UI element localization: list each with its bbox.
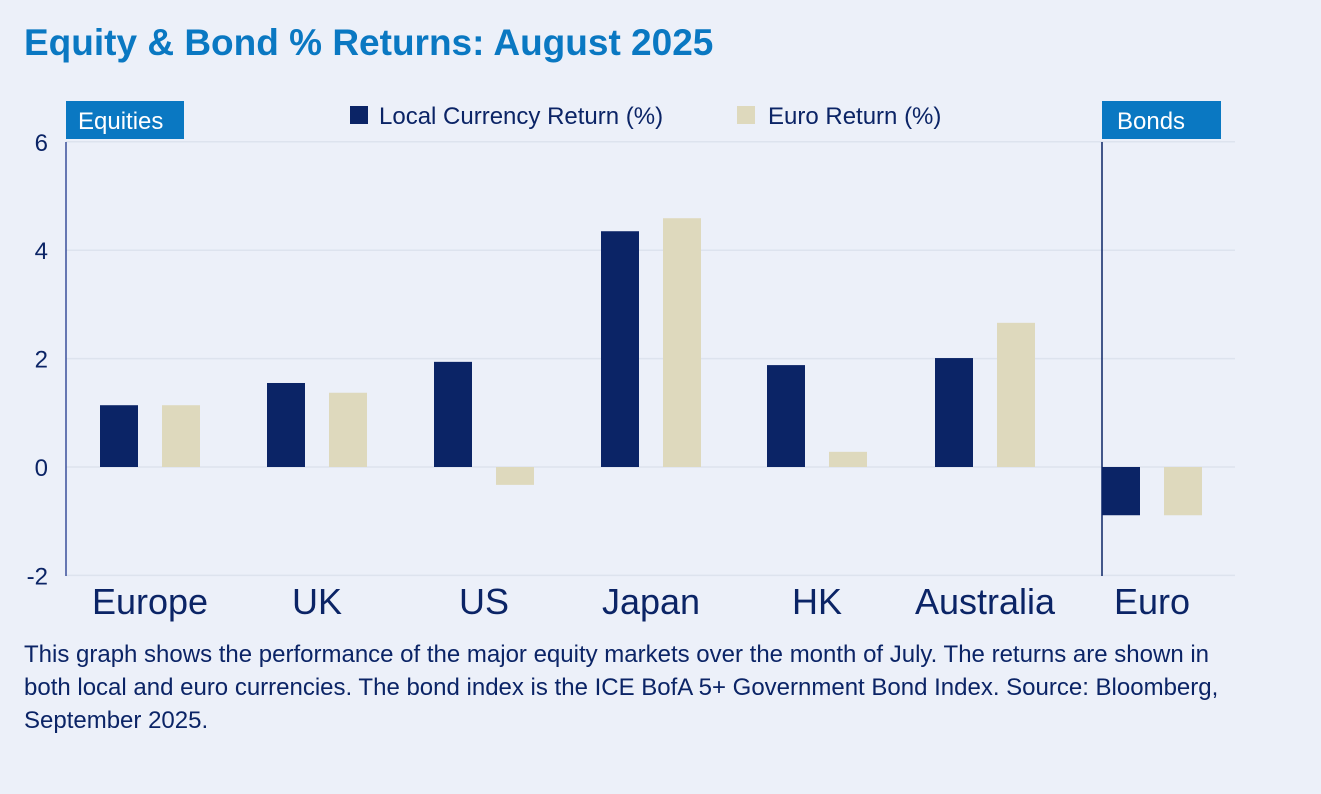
bar-local-us (434, 361, 472, 467)
bar-euro-japan (663, 218, 701, 467)
legend-swatch-local (350, 106, 368, 124)
bonds-tag-label: Bonds (1117, 108, 1185, 135)
bar-local-japan (601, 231, 639, 467)
legend-label-euro: Euro Return (%) (768, 103, 941, 130)
y-tick-label: 0 (35, 455, 48, 482)
x-tick-label: Australia (915, 581, 1056, 622)
bar-euro-us (496, 467, 534, 485)
bar-euro-hk (829, 451, 867, 467)
bar-local-australia (935, 358, 973, 467)
x-tick-label: Japan (602, 581, 700, 622)
equities-tag (66, 101, 184, 139)
bar-local-euro (1102, 467, 1140, 516)
equities-tag-label: Equities (78, 108, 163, 135)
chart-title: Equity & Bond % Returns: August 2025 (24, 22, 714, 63)
bar-local-hk (767, 365, 805, 467)
x-tick-label: Europe (92, 581, 208, 622)
bonds-tag (1102, 101, 1221, 139)
bar-euro-europe (162, 405, 200, 467)
bar-euro-euro (1164, 467, 1202, 516)
y-tick-label: -2 (27, 563, 48, 590)
legend-swatch-euro (737, 106, 755, 124)
bar-euro-australia (997, 322, 1035, 467)
x-tick-label: UK (292, 581, 342, 622)
chart-footnote: This graph shows the performance of the … (24, 641, 1219, 734)
bar-local-europe (100, 405, 138, 467)
bar-euro-uk (329, 392, 367, 467)
bar-local-uk (267, 382, 305, 467)
x-tick-label: US (459, 581, 509, 622)
legend-label-local: Local Currency Return (%) (379, 103, 663, 130)
y-tick-label: 4 (35, 238, 48, 265)
x-tick-label: Euro (1114, 581, 1190, 622)
y-tick-label: 6 (35, 130, 48, 157)
y-tick-label: 2 (35, 347, 48, 374)
x-tick-label: HK (792, 581, 842, 622)
